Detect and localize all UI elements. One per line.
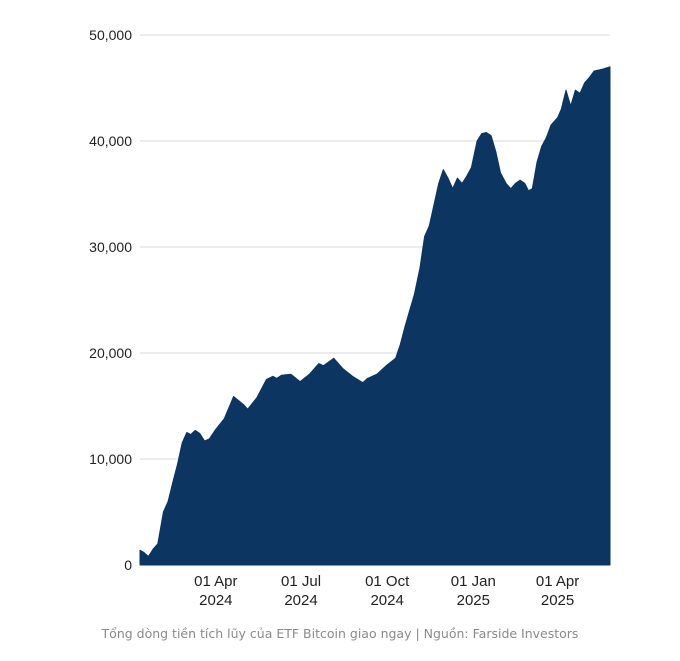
x-tick-year: 2024 bbox=[370, 592, 403, 609]
chart-caption: Tổng dòng tiền tích lũy của ETF Bitcoin … bbox=[101, 626, 579, 641]
y-tick-label: 30,000 bbox=[89, 239, 132, 255]
x-tick-year: 2025 bbox=[457, 592, 490, 609]
y-tick-label: 10,000 bbox=[89, 451, 132, 467]
x-axis-ticks: 01 Apr 2024 01 Jul 2024 01 Oct 2024 01 Jan 2025… bbox=[194, 573, 579, 609]
y-tick-label: 20,000 bbox=[89, 345, 132, 361]
x-tick-label: 01 Oct bbox=[365, 573, 410, 590]
x-tick-label: 01 Apr bbox=[194, 573, 237, 590]
y-axis-ticks: 0 10,000 20,000 30,000 40,000 50,000 bbox=[89, 27, 132, 573]
area-series bbox=[139, 66, 611, 566]
y-tick-label: 40,000 bbox=[89, 133, 132, 149]
series-area bbox=[139, 66, 611, 566]
x-tick-label: 01 Apr bbox=[536, 573, 579, 590]
x-tick-year: 2025 bbox=[541, 592, 574, 609]
y-tick-label: 50,000 bbox=[89, 27, 132, 43]
y-tick-label: 0 bbox=[124, 557, 132, 573]
etf-flow-chart: 0 10,000 20,000 30,000 40,000 50,000 01 Apr 20… bbox=[89, 27, 611, 609]
x-tick-year: 2024 bbox=[284, 592, 317, 609]
x-tick-year: 2024 bbox=[199, 592, 232, 609]
x-tick-label: 01 Jan bbox=[451, 573, 496, 590]
x-tick-label: 01 Jul bbox=[281, 573, 321, 590]
